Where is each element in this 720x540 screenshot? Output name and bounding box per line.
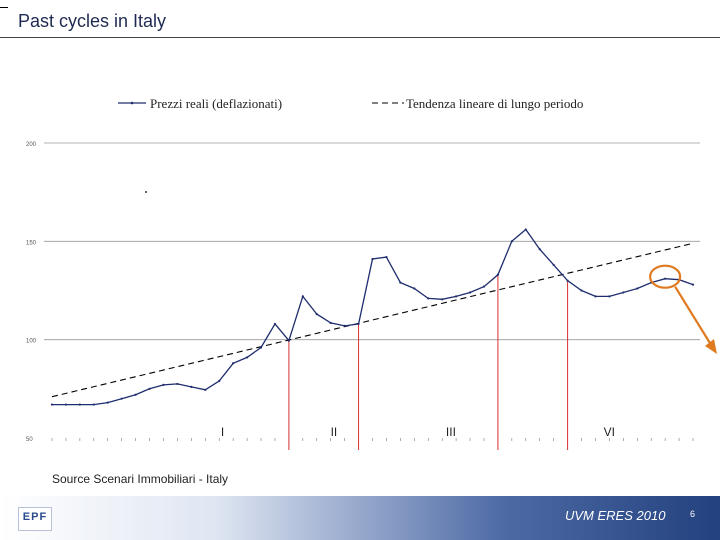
data-point-35 — [538, 248, 541, 251]
data-point-19 — [315, 313, 318, 316]
data-point-33 — [510, 240, 513, 243]
data-point-26 — [413, 287, 416, 290]
data-point-13 — [232, 362, 235, 365]
data-point-7 — [148, 387, 151, 390]
data-point-20 — [329, 321, 332, 325]
data-point-34 — [524, 228, 527, 231]
data-point-31 — [482, 285, 486, 288]
page-title: Past cycles in Italy — [18, 11, 167, 31]
data-point-24 — [385, 255, 388, 259]
data-point-18 — [301, 295, 304, 298]
series-line — [52, 228, 694, 406]
corner-tick — [0, 7, 8, 8]
data-point-46 — [691, 283, 695, 286]
cycle-label-III: III — [446, 425, 456, 439]
title-divider — [0, 37, 720, 38]
data-point-41 — [622, 291, 625, 294]
data-point-8 — [162, 383, 165, 386]
source-note: Source Scenari Immobiliari - Italy — [52, 472, 229, 486]
y-tick-label-100: 100 — [26, 339, 37, 345]
highlight-arrow — [674, 286, 714, 349]
data-point-6 — [134, 393, 137, 396]
cycle-label-II: II — [331, 425, 338, 439]
data-point-16 — [273, 322, 277, 326]
line-chart: 50 100 150 200 Prezzi reali (deflazionati) Te… — [26, 96, 717, 450]
footer-text: UVM ERES 2010 — [565, 508, 666, 523]
data-point-38 — [580, 289, 583, 292]
data-point-21 — [343, 324, 346, 327]
legend-label-trend: Tendenza lineare di lungo periodo — [406, 96, 583, 111]
data-point-28 — [441, 298, 444, 301]
legend-label-series: Prezzi reali (deflazionati) — [150, 96, 282, 111]
data-point-25 — [399, 281, 402, 284]
data-point-12 — [218, 379, 221, 383]
data-point-32 — [496, 273, 500, 276]
data-point-15 — [259, 346, 263, 349]
data-point-11 — [204, 388, 207, 391]
data-point-0 — [50, 403, 54, 406]
data-point-2 — [78, 403, 81, 406]
data-point-44 — [664, 277, 667, 280]
epf-logo: EPF — [18, 507, 52, 531]
data-point-30 — [468, 291, 472, 294]
y-tick-label-200: 200 — [26, 142, 37, 148]
data-point-27 — [427, 297, 430, 300]
cycle-label-VI: VI — [604, 425, 615, 439]
data-point-9 — [176, 382, 179, 386]
highlight-arrowhead — [705, 339, 717, 354]
data-point-29 — [455, 295, 458, 298]
data-point-40 — [608, 295, 611, 298]
data-point-37 — [566, 279, 569, 282]
data-point-14 — [245, 356, 249, 359]
page-number: 6 — [690, 509, 696, 519]
data-point-39 — [594, 295, 597, 298]
logo-text: EPF — [22, 511, 48, 523]
data-point-23 — [371, 257, 374, 261]
data-point-17 — [287, 339, 290, 342]
y-tick-label-50: 50 — [26, 437, 33, 443]
data-point-4 — [106, 401, 109, 404]
data-point-3 — [92, 403, 95, 406]
data-point-42 — [636, 287, 639, 290]
y-tick-label-150: 150 — [26, 240, 37, 246]
cycle-label-I: I — [221, 425, 224, 439]
data-point-10 — [190, 385, 193, 388]
data-point-1 — [64, 403, 68, 406]
legend-series-marker — [130, 101, 134, 105]
data-point-36 — [552, 263, 555, 267]
highlight-circle — [649, 264, 682, 289]
footer-bar — [0, 496, 720, 540]
stray-dot — [145, 191, 147, 193]
data-point-22 — [357, 322, 360, 326]
data-point-5 — [120, 397, 123, 400]
trend-line — [51, 242, 694, 398]
